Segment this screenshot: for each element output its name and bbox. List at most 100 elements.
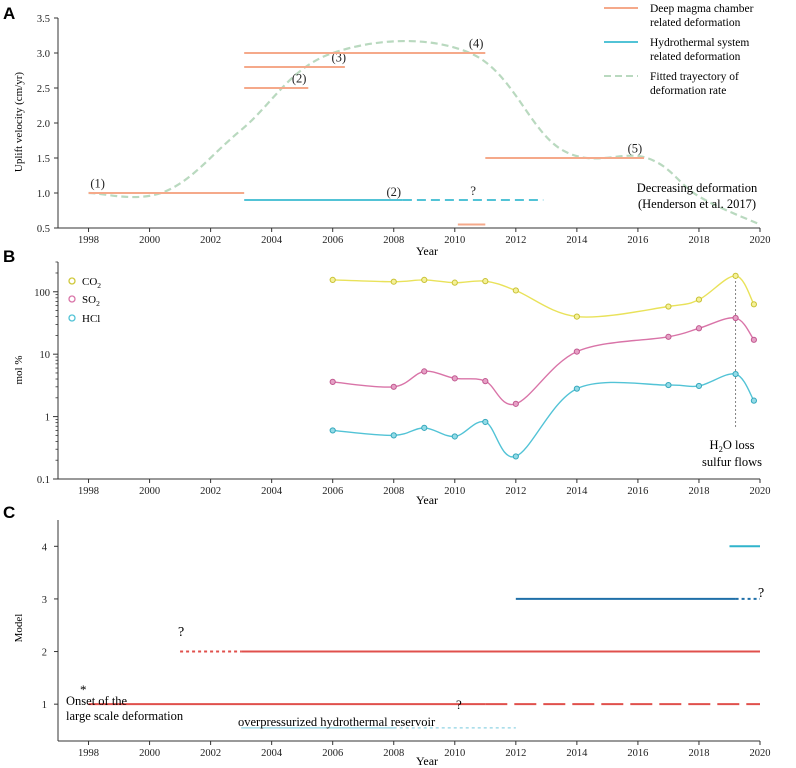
so2-point [329, 378, 336, 385]
hcl-point [451, 433, 458, 440]
legend-hydro-line2: related deformation [650, 51, 741, 63]
b-xtick-label: 2006 [322, 486, 343, 497]
sulfur-flows-label: sulfur flows [702, 455, 762, 469]
panel-a-y-ticks: 0.5 1.0 1.5 2.0 2.5 3.0 3.5 [37, 14, 58, 235]
hcl-series-line [332, 373, 755, 458]
magma-segment-label: (4) [469, 36, 484, 50]
b-ytick-label: 0.1 [37, 475, 50, 486]
panel-b-y-ticks: 0.1 1 10 100 [34, 261, 58, 486]
c-ytick-label: 1 [42, 700, 47, 711]
magma-segment-label: (2) [292, 71, 307, 85]
legend-co2-marker [68, 277, 76, 285]
co2-point [750, 301, 757, 308]
co2-point [329, 276, 336, 283]
legend-hydro-line1: Hydrothermal system [650, 37, 749, 49]
a-xtick-label: 2018 [688, 235, 709, 246]
b-xtick-label: 2000 [139, 486, 160, 497]
so2-point [482, 378, 489, 385]
hcl-point [695, 382, 703, 390]
panel-b-x-label: Year [416, 493, 438, 507]
co2-point [482, 278, 489, 285]
c-ytick-label: 2 [42, 648, 47, 659]
panel-b-chart: mol % Year 0.1 1 10 100 1998 2000 2002 2004 200… [13, 261, 771, 507]
panel-b-legend: CO2 SO2 HCl [68, 276, 101, 325]
a-xtick-label: 2012 [505, 235, 526, 246]
hcl-point [329, 427, 336, 434]
b-xtick-label: 2004 [261, 486, 283, 497]
panel-b-x-ticks: 1998 2000 2002 2004 2006 2008 2010 2012 2014 2016… [78, 479, 771, 497]
so2-point [732, 314, 739, 322]
c-xtick-label: 2006 [322, 748, 343, 759]
so2-series-line [332, 317, 755, 406]
c-xtick-label: 2010 [444, 748, 465, 759]
decreasing-deformation-line1: Decreasing deformation [637, 181, 758, 195]
a-ytick-label: 2.5 [37, 84, 50, 95]
legend-so2-label: SO2 [82, 294, 100, 308]
co2-point [421, 276, 428, 283]
panel-c-data [88, 545, 760, 729]
b-xtick-label: 2002 [200, 486, 221, 497]
a-xtick-label: 2004 [261, 235, 283, 246]
legend-so2-marker [68, 295, 76, 303]
panel-c-x-label: Year [416, 754, 438, 768]
so2-point [665, 333, 672, 340]
magma-segment-label: (1) [90, 176, 105, 190]
c-ytick-label: 4 [42, 542, 48, 553]
a-xtick-label: 2014 [566, 235, 588, 246]
b-ytick-label: 10 [40, 350, 51, 361]
co2-point [695, 296, 703, 303]
so2-point [750, 336, 757, 343]
hcl-point [665, 381, 672, 389]
a-xtick-label: 2002 [200, 235, 221, 246]
a-xtick-label: 2016 [627, 235, 648, 246]
reservoir-label: overpressurized hydrothermal reservoir [238, 715, 436, 729]
c-xtick-label: 2008 [383, 748, 404, 759]
a-xtick-label: 1998 [78, 235, 99, 246]
b-xtick-label: 1998 [78, 486, 99, 497]
reservoir-question: ? [456, 697, 462, 712]
so2-point [512, 400, 519, 407]
legend-fitted-line1: Fitted trayectory of [650, 71, 739, 83]
a-xtick-label: 2010 [444, 235, 465, 246]
c-xtick-label: 2002 [200, 748, 221, 759]
a-xtick-label: 2020 [750, 235, 771, 246]
b-xtick-label: 2008 [383, 486, 404, 497]
hcl-point [482, 418, 489, 426]
legend-hcl-marker [68, 314, 76, 322]
model3-question: ? [758, 586, 764, 601]
panel-c-x-ticks: 1998 2000 2002 2004 2006 2008 2010 2012 2014 2016… [78, 741, 771, 759]
panel-a-y-label: Uplift velocity (cm/yr) [13, 72, 25, 173]
a-xtick-label: 2006 [322, 235, 343, 246]
c-ytick-label: 3 [42, 595, 47, 606]
hcl-point [390, 432, 397, 439]
c-xtick-label: 2004 [261, 748, 283, 759]
panel-b-y-label: mol % [13, 355, 25, 384]
a-xtick-label: 2000 [139, 235, 160, 246]
hydro-label: (2) [386, 185, 401, 199]
b-xtick-label: 2018 [688, 486, 709, 497]
c-xtick-label: 2000 [139, 748, 160, 759]
hcl-point [732, 370, 739, 378]
hydro-question: ? [470, 183, 476, 198]
a-ytick-label: 3.5 [37, 14, 50, 25]
co2-point [665, 303, 672, 310]
legend-magma-line1: Deep magma chamber [650, 3, 754, 15]
so2-point [695, 325, 703, 332]
panel-c-y-ticks: 1 2 3 4 [42, 542, 58, 711]
a-ytick-label: 3.0 [37, 49, 50, 60]
b-ytick-label: 100 [34, 288, 50, 299]
b-xtick-label: 2020 [750, 486, 771, 497]
so2-point [573, 348, 580, 355]
panel-c-chart: Model Year 1 2 3 4 1998 2000 2002 2004 2006 2008… [13, 520, 771, 768]
c-xtick-label: 2014 [566, 748, 588, 759]
co2-point [732, 272, 739, 279]
hcl-point [573, 385, 580, 392]
b-xtick-label: 2016 [627, 486, 648, 497]
b-xtick-label: 2010 [444, 486, 465, 497]
a-xtick-label: 2008 [383, 235, 404, 246]
panel-a-legend: Deep magma chamber related deformation H… [604, 3, 754, 97]
model2-question: ? [178, 625, 184, 640]
b-xtick-label: 2012 [505, 486, 526, 497]
c-xtick-label: 2020 [750, 748, 771, 759]
